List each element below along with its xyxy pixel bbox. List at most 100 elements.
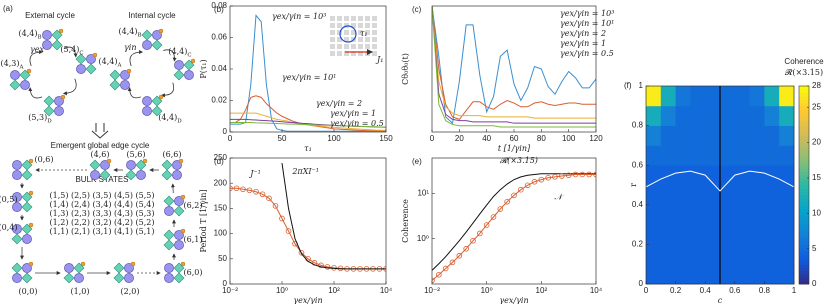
inset-lattice (344, 23, 349, 28)
y-tick-label: 50 (218, 254, 227, 263)
heatmap-cell (675, 224, 691, 245)
molecule-subunit (151, 105, 163, 117)
axes-frame (229, 157, 387, 285)
state-label: (4,4)B (118, 27, 141, 38)
colorbar-tick-label: 28 (812, 81, 821, 90)
heatmap-cell (705, 185, 721, 206)
molecule-subunit (173, 272, 185, 284)
molecule-subunit (9, 79, 21, 91)
molecule-subunit (10, 70, 20, 80)
state-label: (0,4) (0, 223, 17, 232)
heatmap-cell (764, 204, 780, 225)
binding-site (28, 222, 34, 228)
heatmap-cell (749, 224, 765, 245)
state-label-main: (5,3) (28, 113, 47, 122)
binding-site (190, 58, 196, 64)
colorbar-segment (799, 194, 809, 199)
section-title: Emergent global edge cycle (51, 141, 150, 150)
y-tick-label: 10¹ (417, 188, 429, 197)
inset-lattice (344, 30, 349, 35)
molecule-subunit (21, 272, 33, 284)
colorbar-segment (799, 155, 809, 160)
heatmap-cell (779, 264, 795, 285)
x-tick-label: 10² (536, 286, 548, 295)
molecule-subunit (164, 206, 174, 216)
down-arrow (91, 123, 109, 139)
colorbar-segment (799, 122, 809, 127)
state-label: (6,0) (184, 268, 203, 277)
series-marker (524, 182, 531, 189)
inset-lattice (365, 44, 370, 49)
molecule-subunit (11, 262, 23, 274)
transition-arrow (160, 82, 175, 98)
molecule-subunit (21, 201, 33, 213)
binding-site (130, 261, 136, 267)
curve-label: 𝒩 (554, 193, 564, 202)
molecule-subunit (142, 96, 152, 106)
x-axis-label: t [1/γin] (498, 144, 531, 153)
legend-entry: γex/γin = 2 (316, 99, 362, 108)
legend-entry: γex/γin = 2 (560, 29, 606, 38)
series-marker (586, 171, 592, 178)
heatmap-cell (779, 204, 795, 225)
y-axis-label: P(τ₁) (199, 59, 208, 78)
inset-orbit (339, 25, 357, 43)
heatmap-cell (749, 145, 765, 166)
state-label: (6,6) (163, 150, 182, 159)
state-label: (0,6) (35, 155, 54, 164)
binding-site (180, 228, 186, 234)
state-label: (4,4)A (99, 57, 123, 68)
x-tick-label: 50 (278, 134, 287, 143)
molecule-subunit (11, 233, 23, 245)
colorbar-tick-label: 0 (812, 279, 817, 288)
heatmap-cell (720, 86, 736, 107)
heatmap-cell (690, 264, 706, 285)
inset-lattice (337, 16, 342, 21)
heatmap-cell (690, 185, 706, 206)
state-label-main: (4,4) (168, 47, 187, 56)
colorbar-segment (799, 211, 809, 216)
plot-area (432, 6, 596, 128)
panel-label: (b) (214, 5, 224, 14)
binding-site (92, 52, 98, 58)
heatmap-cell (705, 264, 721, 285)
inset-lattice (372, 51, 377, 56)
molecule-subunit (90, 170, 100, 180)
molecule-subunit (161, 159, 173, 171)
colorbar-segment (799, 257, 809, 262)
molecule-subunit (120, 80, 130, 90)
x-tick-label: 10⁴ (590, 286, 603, 295)
inset-lattice (337, 44, 342, 49)
state-label: (4,4)B (18, 29, 41, 40)
series-marker (240, 186, 246, 193)
heatmap-cell (660, 105, 676, 126)
molecule-subunit (21, 169, 33, 181)
molecule-subunit (174, 240, 184, 250)
heatmap-cell (764, 224, 780, 245)
molecule-subunit (43, 105, 55, 117)
colorbar-segment (799, 244, 809, 249)
legend-entry: γex/γin = 0.5 (560, 49, 614, 58)
y-tick-label: 0 (223, 279, 228, 288)
colorbar-segment (799, 125, 809, 130)
inset-label: J₁ (375, 55, 383, 64)
y-tick-label: 0.2 (632, 240, 644, 249)
section-title: Internal cycle (128, 11, 176, 20)
molecule-subunit (74, 273, 84, 283)
heatmap-cell (720, 264, 736, 285)
heatmap-cell (675, 105, 691, 126)
molecule-subunit (22, 234, 32, 244)
molecule-subunit (173, 205, 185, 217)
y-tick-label: 0.04 (211, 64, 227, 73)
legend-entry: γex/γin = 1 (330, 109, 376, 118)
molecule-subunit (184, 70, 194, 80)
inset-lattice (330, 16, 335, 21)
legend-entry: γex/γin = 10¹ (560, 19, 614, 28)
x-tick-label: 1 (792, 286, 797, 295)
inset-lattice (337, 51, 342, 56)
series-marker (490, 214, 497, 220)
bulk-row: (1,5) (2,5) (3,5) (4,5) (5,5) (50, 191, 155, 200)
binding-site (28, 158, 34, 164)
molecule-subunit (125, 169, 137, 181)
molecule-subunit (85, 63, 97, 75)
